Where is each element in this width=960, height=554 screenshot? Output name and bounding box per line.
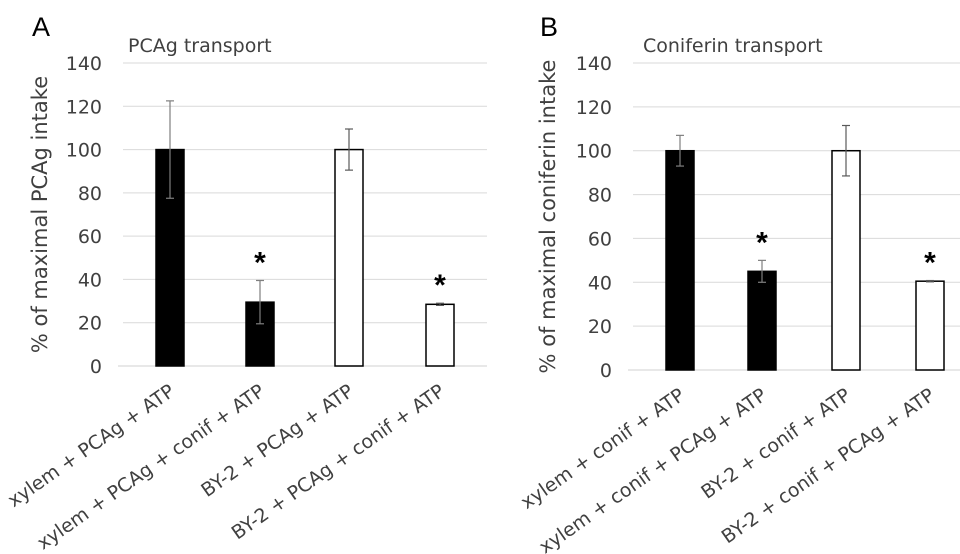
panel-a-category-label: BY-2 + PCAg + ATP — [197, 380, 358, 502]
panel-b-bar — [747, 270, 777, 371]
panel-b-bar — [915, 280, 945, 371]
panel-a-significance-marker: * — [254, 247, 266, 280]
panel-b-category-label: BY-2 + conif + ATP — [697, 384, 855, 504]
panel-b-bar — [831, 149, 861, 371]
panel-b-significance-marker: * — [924, 247, 936, 280]
panel-b-y-tick-label: 0 — [600, 360, 612, 382]
panel-a-y-tick-label: 100 — [66, 140, 102, 162]
panel-b-letter: B — [540, 12, 558, 42]
panel-a-title: PCAg transport — [128, 35, 272, 57]
panel-a-y-tick-label: 60 — [78, 226, 102, 248]
panel-a-y-tick-label: 40 — [78, 269, 102, 291]
panel-b-y-tick-label: 100 — [576, 141, 612, 163]
panel-a-y-tick-label: 140 — [66, 53, 102, 75]
panel-a-y-tick-label: 80 — [78, 183, 102, 205]
panel-b-bar — [665, 149, 695, 371]
panel-b-significance-marker: * — [756, 226, 768, 259]
panel-a-y-tick-label: 0 — [90, 356, 102, 378]
panel-a-bar — [334, 148, 364, 367]
panel-a-y-axis-label: % of maximal PCAg intake — [28, 76, 52, 353]
panel-b-y-axis-label: % of maximal coniferin intake — [536, 60, 560, 374]
panel-a-y-tick-label: 20 — [78, 313, 102, 335]
panel-a-letter: A — [32, 12, 50, 42]
panel-a-category-label: xylem + PCAg + ATP — [4, 380, 179, 512]
panel-b-y-tick-label: 120 — [576, 97, 612, 119]
panel-b-y-tick-label: 40 — [588, 272, 612, 294]
panel-a-bar — [425, 303, 455, 367]
panel-b-title: Coniferin transport — [643, 35, 823, 57]
panel-b-y-tick-label: 60 — [588, 228, 612, 250]
panel-a-y-tick-label: 120 — [66, 96, 102, 118]
panel-a-significance-marker: * — [434, 269, 446, 302]
panel-b-y-tick-label: 20 — [588, 316, 612, 338]
panel-b-y-tick-label: 80 — [588, 185, 612, 207]
panel-b-y-tick-label: 140 — [576, 53, 612, 75]
